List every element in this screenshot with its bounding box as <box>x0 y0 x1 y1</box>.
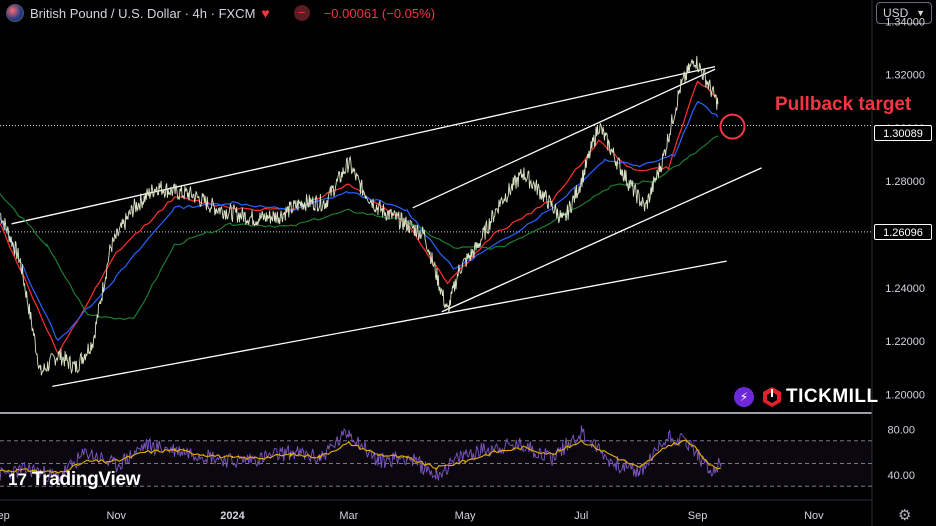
trendline <box>11 65 716 225</box>
rsi-signal-line <box>0 439 721 474</box>
tickmill-logo-icon <box>763 387 781 407</box>
level-price-tag: 1.26096 <box>874 224 932 240</box>
sma_mid-line <box>0 101 719 342</box>
flag-icon <box>6 4 24 22</box>
bolt-icon[interactable]: ⚡ <box>734 387 754 407</box>
chevron-down-icon: ▼ <box>916 8 925 18</box>
x-tick-label: Mar <box>339 510 358 522</box>
x-tick-label: Nov <box>804 510 824 522</box>
trendline <box>412 68 716 209</box>
minus-icon: − <box>293 5 310 21</box>
trendline <box>441 167 762 313</box>
target-circle <box>719 113 746 140</box>
y-tick-label: 1.32000 <box>885 70 925 82</box>
y-tick-label: 1.34000 <box>885 16 925 28</box>
pullback-annotation: Pullback target <box>775 94 912 115</box>
symbol-header: British Pound / U.S. Dollar · 4h · FXCM … <box>6 3 435 23</box>
x-tick-label: Sep <box>688 510 708 522</box>
x-tick-label: May <box>455 510 476 522</box>
currency-select[interactable]: USD ▼ <box>876 2 932 24</box>
heart-icon[interactable]: ♥ <box>261 5 270 21</box>
sma_fast-line <box>0 80 719 356</box>
x-tick-label: Sep <box>0 510 10 522</box>
tradingview-logo-icon: 17 <box>8 470 27 489</box>
y-tick-label: 1.28000 <box>885 176 925 188</box>
rsi-tick-label: 80.00 <box>887 424 915 436</box>
trendline <box>52 260 727 387</box>
y-tick-label: 1.22000 <box>885 336 925 348</box>
tickmill-name: TICKMILL <box>786 386 879 407</box>
price-change: −0.00061 (−0.05%) <box>323 5 436 21</box>
y-tick-label: 1.20000 <box>885 389 925 401</box>
y-tick-label: 1.24000 <box>885 283 925 295</box>
tradingview-name: TradingView <box>31 469 141 490</box>
sma_slow-line <box>0 135 719 321</box>
tradingview-watermark: 17 TradingView <box>8 469 141 491</box>
price-line <box>0 55 719 376</box>
x-tick-label: Jul <box>574 510 588 522</box>
tickmill-watermark: ⚡ TICKMILL <box>734 386 879 408</box>
rsi-line <box>0 425 722 483</box>
x-tick-label: Nov <box>106 510 126 522</box>
settings-gear-icon[interactable]: ⚙ <box>898 507 912 524</box>
rsi-tick-label: 40.00 <box>887 470 915 482</box>
currency-value: USD <box>883 6 909 20</box>
current-price-tag: 1.30089 <box>874 125 932 141</box>
x-tick-label: 2024 <box>220 510 245 522</box>
symbol-title[interactable]: British Pound / U.S. Dollar · 4h · FXCM <box>30 5 256 21</box>
